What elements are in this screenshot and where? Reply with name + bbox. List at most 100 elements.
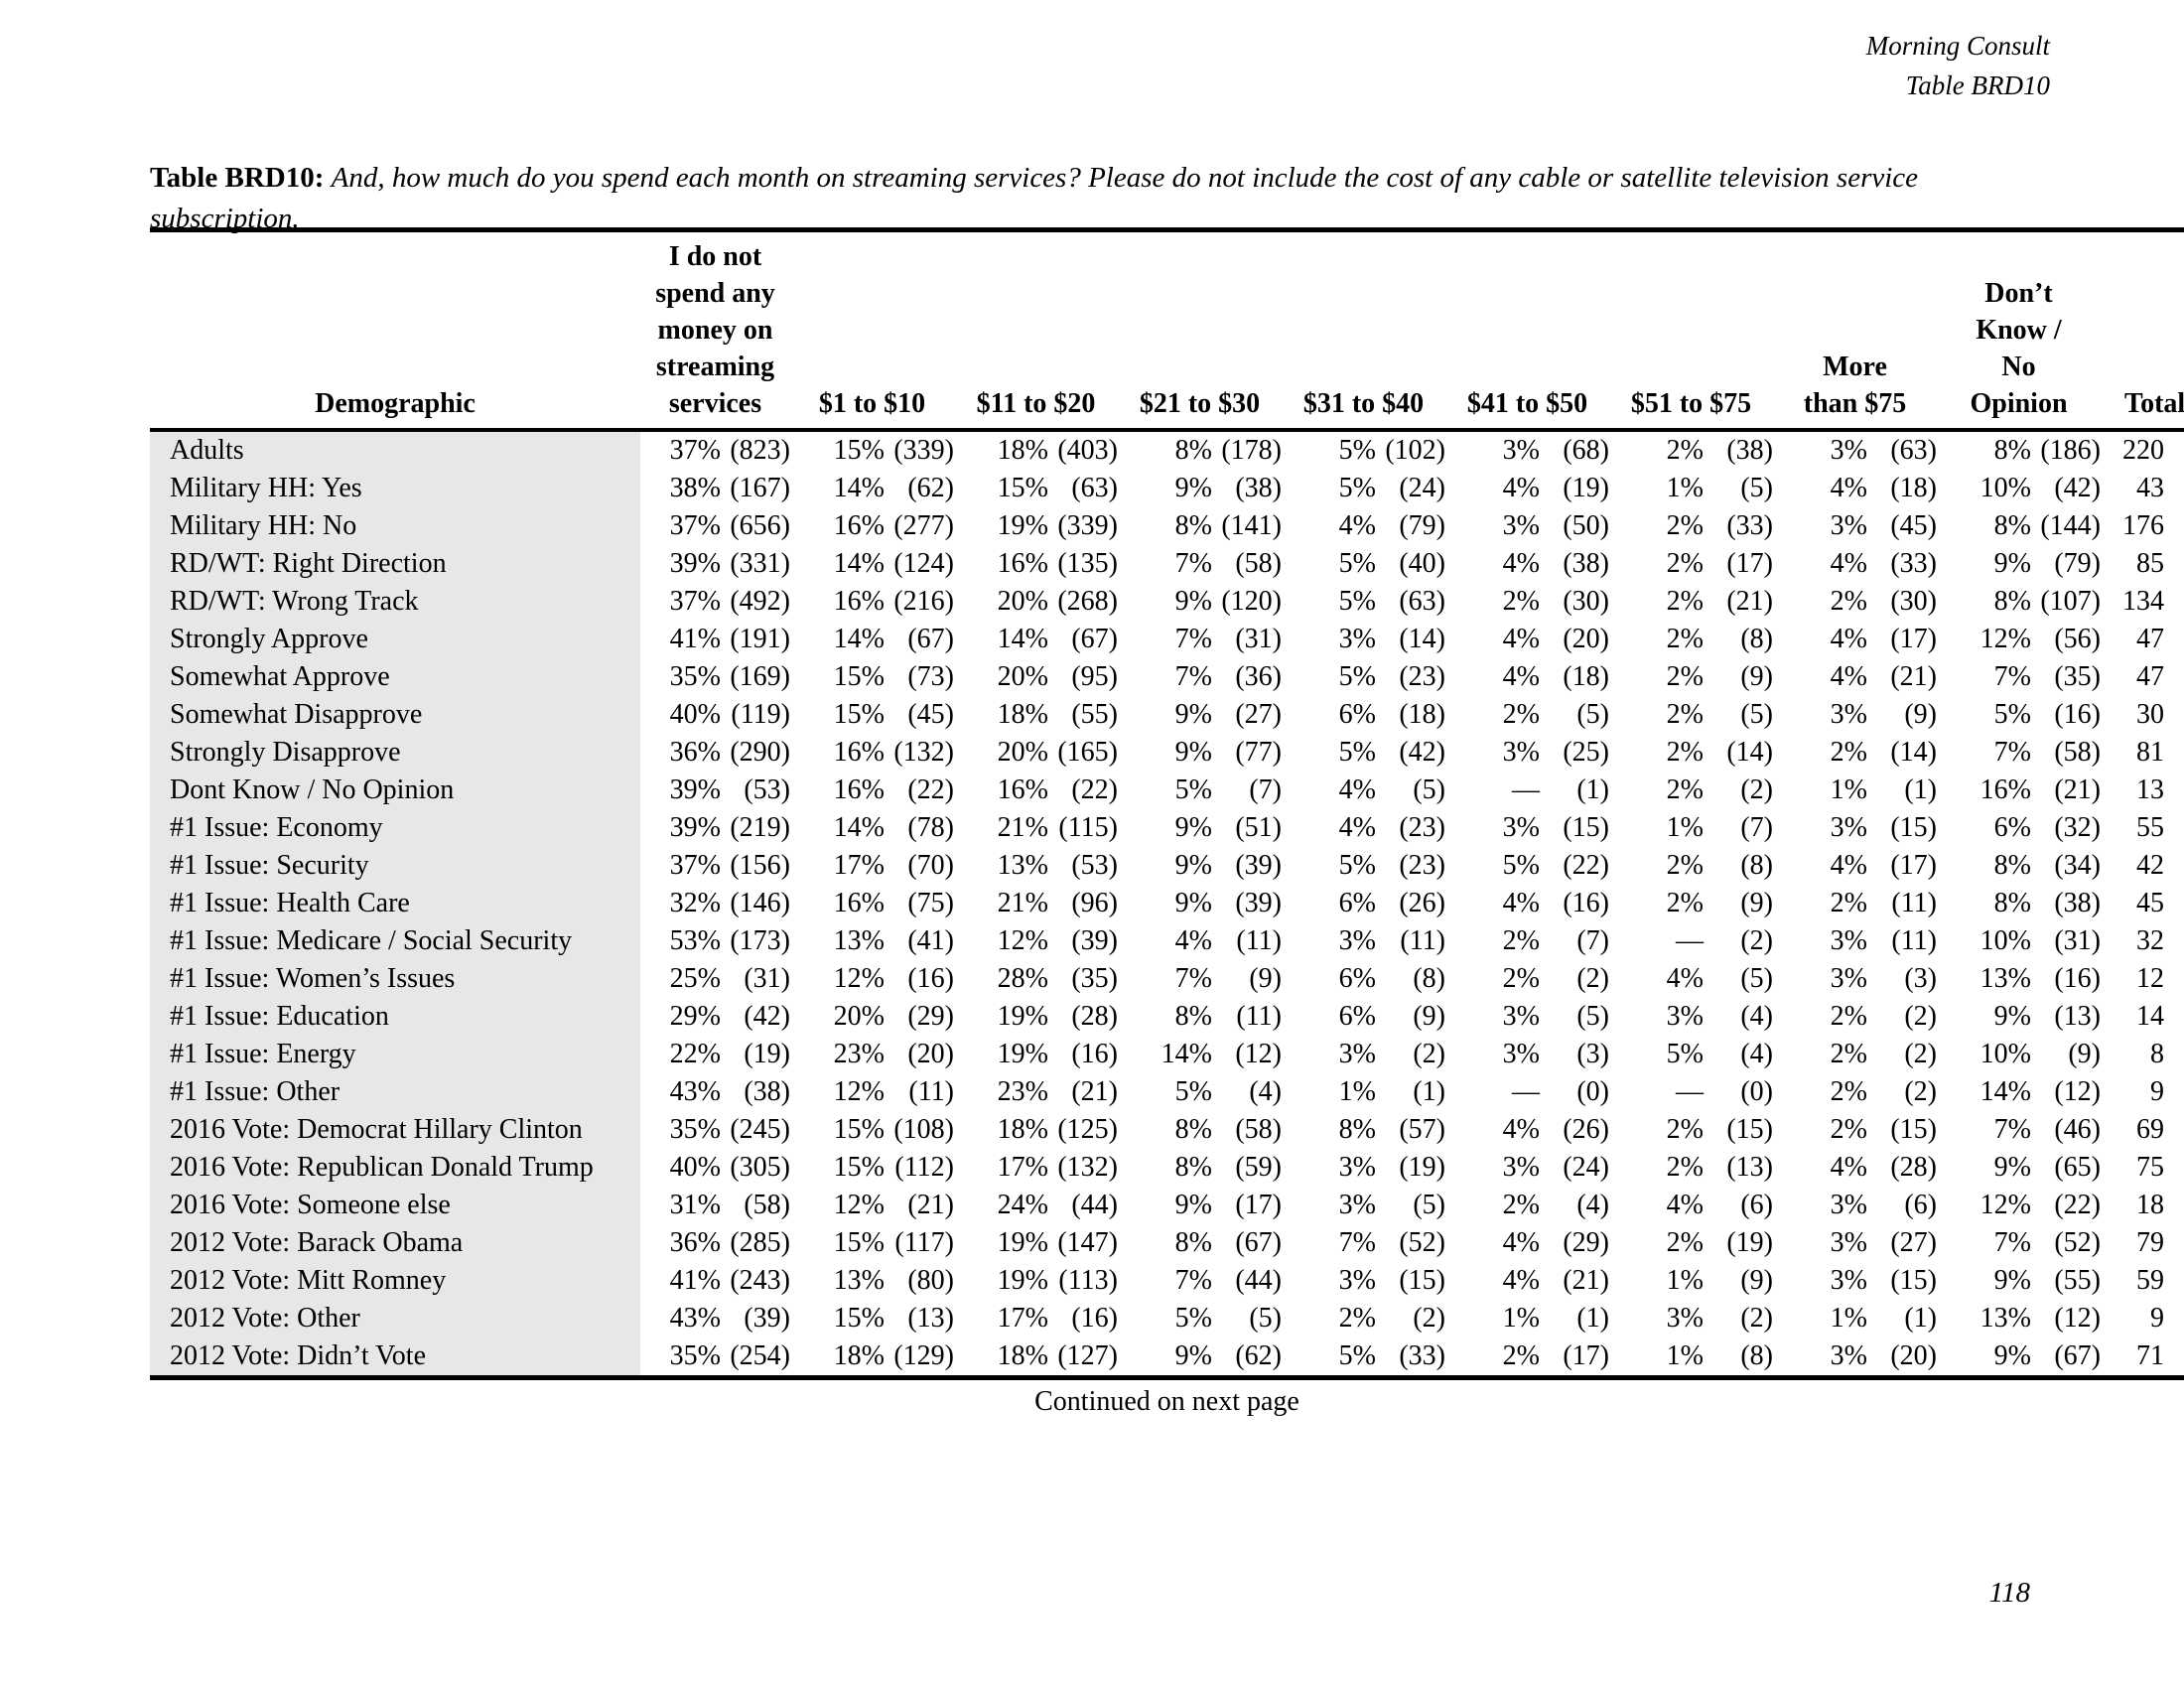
table-row: #1 Issue: Health Care 32% (146) 16% (75) 21% (… — [150, 885, 2184, 922]
cell-count: (77) — [1235, 737, 1282, 768]
cell-count: (73) — [907, 661, 954, 692]
table-row: Strongly Disapprove 36% (290) 16% (132) 20% (1… — [150, 734, 2184, 772]
cell-count: (11) — [1400, 925, 1445, 956]
cell-more-75: 1% (1) — [1773, 772, 1937, 809]
cell-percent: 2% — [1666, 1114, 1704, 1145]
cell-percent: 8% — [1338, 1114, 1376, 1145]
cell-percent: 3% — [1830, 963, 1867, 994]
cell-percent: — — [1676, 1076, 1704, 1107]
cell-more-75: 3% (45) — [1773, 507, 1937, 545]
cell-count: (13) — [2054, 1001, 2101, 1032]
cell-dk-no-opinion: 7% (35) — [1937, 658, 2101, 696]
cell-percent: 29% — [669, 1001, 721, 1032]
cell-1-10: 20% (29) — [790, 998, 954, 1036]
row-label: #1 Issue: Health Care — [150, 885, 640, 922]
cell-percent: 5% — [1338, 473, 1376, 503]
cell-dk-no-opinion: 9% (79) — [1937, 545, 2101, 583]
cell-percent: 2% — [1830, 1076, 1867, 1107]
cell-count: (9) — [1413, 1001, 1445, 1032]
cell-percent: 4% — [1830, 473, 1867, 503]
cell-count: (16) — [907, 963, 954, 994]
cell-percent: — — [1512, 774, 1540, 805]
cell-count: (30) — [1563, 586, 1609, 617]
cell-count: (27) — [1235, 699, 1282, 730]
cell-count: (67) — [1071, 624, 1118, 654]
cell-count: (7) — [1740, 812, 1773, 843]
cell-percent: 16% — [833, 888, 885, 918]
cell-no-spend: 39% (53) — [640, 772, 790, 809]
row-label: #1 Issue: Energy — [150, 1036, 640, 1073]
cell-count: (1) — [1576, 774, 1609, 805]
cell-1-10: 15% (339) — [790, 432, 954, 470]
cell-percent: 3% — [1338, 1039, 1376, 1069]
cell-count: (108) — [893, 1114, 954, 1145]
cell-percent: 39% — [669, 812, 721, 843]
cell-percent: 8% — [1993, 510, 2031, 541]
cell-percent: 4% — [1666, 963, 1704, 994]
cell-count: (102) — [1385, 435, 1445, 466]
cell-count: (14) — [1890, 737, 1937, 768]
cell-41-50: 2% (7) — [1445, 922, 1609, 960]
cell-51-75: 1% (5) — [1609, 470, 1773, 507]
cell-no-spend: 37% (156) — [640, 847, 790, 885]
cell-percent: 13% — [1979, 1303, 2031, 1334]
cell-count: (2) — [1413, 1039, 1445, 1069]
cell-count: (8) — [1740, 1340, 1773, 1371]
table-title-label: Table BRD10: — [150, 162, 325, 194]
cell-count: (5) — [1576, 699, 1609, 730]
cell-count: (51) — [1235, 812, 1282, 843]
cell-percent: 13% — [997, 850, 1048, 881]
cell-total: 47 — [2136, 661, 2164, 692]
cell-no-spend: 35% (245) — [640, 1111, 790, 1149]
cell-31-40: 6% (8) — [1282, 960, 1445, 998]
cell-more-75: 4% (28) — [1773, 1149, 1937, 1187]
cell-percent: 2% — [1666, 548, 1704, 579]
cell-dk-no-opinion: 9% (55) — [1937, 1262, 2101, 1300]
cell-count: (42) — [2054, 473, 2101, 503]
cell-count: (135) — [1057, 548, 1118, 579]
cell-percent: 3% — [1502, 1152, 1540, 1183]
cell-count: (20) — [907, 1039, 954, 1069]
table-row: 2016 Vote: Someone else 31% (58) 12% (21) 24%… — [150, 1187, 2184, 1224]
cell-count: (44) — [1071, 1190, 1118, 1220]
cell-percent: 8% — [1174, 1001, 1212, 1032]
cell-percent: 13% — [1979, 963, 2031, 994]
cell-count: (4) — [1249, 1076, 1282, 1107]
cell-11-20: 28% (35) — [954, 960, 1118, 998]
cell-count: (17) — [1890, 850, 1937, 881]
cell-count: (31) — [2054, 925, 2101, 956]
cell-percent: 8% — [1174, 510, 1212, 541]
cell-count: (5) — [1413, 1190, 1445, 1220]
cell-percent: 12% — [833, 1190, 885, 1220]
cell-count: (70) — [907, 850, 954, 881]
cell-percent: 5% — [1993, 699, 2031, 730]
cell-count: (39) — [1235, 850, 1282, 881]
cell-41-50: 4% (20) — [1445, 621, 1609, 658]
cell-percent: 21% — [997, 888, 1048, 918]
cell-count: (5) — [1249, 1303, 1282, 1334]
cell-dk-no-opinion: 8% (186) — [1937, 432, 2101, 470]
cell-dk-no-opinion: 9% (65) — [1937, 1149, 2101, 1187]
cell-21-30: 9% (120) — [1118, 583, 1282, 621]
cell-11-20: 18% (403) — [954, 432, 1118, 470]
cell-count: (62) — [1235, 1340, 1282, 1371]
cell-dk-no-opinion: 14% (12) — [1937, 1073, 2101, 1111]
cell-count: (24) — [1563, 1152, 1609, 1183]
cell-21-30: 9% (51) — [1118, 809, 1282, 847]
row-label: #1 Issue: Security — [150, 847, 640, 885]
cell-21-30: 8% (178) — [1118, 432, 1282, 470]
column-header-line: $21 to $30 — [1139, 388, 1261, 419]
cell-percent: 3% — [1502, 812, 1540, 843]
cell-percent: 5% — [1338, 661, 1376, 692]
cell-31-40: 2% (2) — [1282, 1300, 1445, 1337]
column-header-line: $11 to $20 — [976, 388, 1096, 419]
cell-percent: 3% — [1830, 510, 1867, 541]
cell-dk-no-opinion: 8% (107) — [1937, 583, 2101, 621]
cell-percent: 15% — [997, 473, 1048, 503]
cell-percent: 20% — [997, 737, 1048, 768]
cell-count: (18) — [1890, 473, 1937, 503]
column-header-line: Don’t — [1984, 278, 2053, 309]
cell-percent: 7% — [1174, 624, 1212, 654]
cell-percent: 1% — [1502, 1303, 1540, 1334]
column-header-line: streaming — [655, 352, 775, 382]
